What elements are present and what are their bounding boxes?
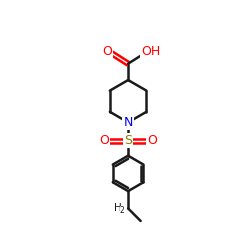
Text: OH: OH [141,45,161,58]
Text: N: N [124,116,133,129]
Text: O: O [147,134,157,147]
Text: O: O [99,134,109,147]
Text: 2: 2 [120,206,125,215]
Text: H: H [114,204,122,214]
Text: S: S [124,134,132,147]
Text: O: O [102,45,112,58]
